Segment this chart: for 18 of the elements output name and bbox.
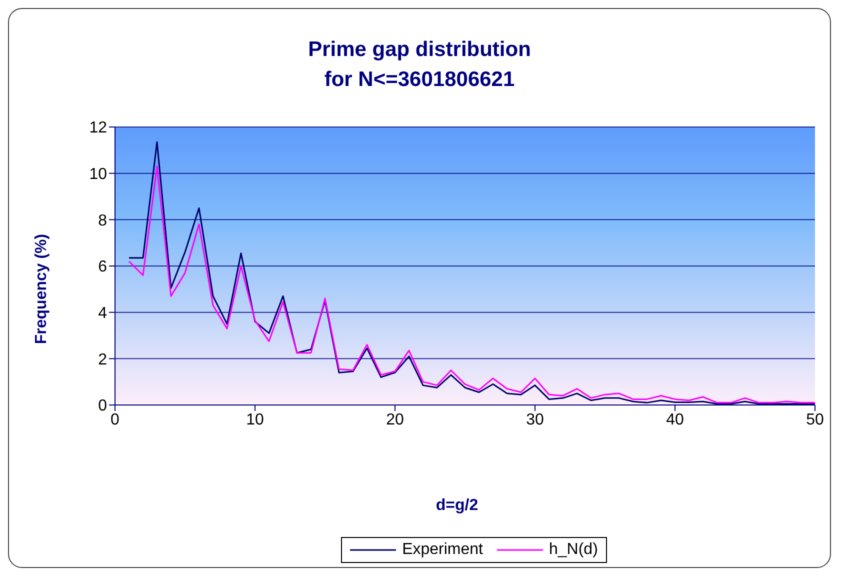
- x-tick-label: 30: [526, 411, 544, 428]
- legend-label: Experiment: [401, 541, 483, 559]
- y-tick-label: 10: [89, 166, 108, 184]
- y-tick-label: 0: [98, 398, 108, 415]
- x-tick-label: 0: [110, 411, 120, 428]
- y-axis-title: Frequency (%): [33, 234, 51, 344]
- y-tick-label: 6: [98, 258, 108, 276]
- x-tick-label: 40: [666, 411, 684, 428]
- y-tick-label: 8: [98, 212, 108, 230]
- x-tick-label: 10: [246, 411, 264, 428]
- y-tick-label: 12: [89, 120, 108, 137]
- y-tick-label: 4: [98, 305, 108, 322]
- legend-label: h_N(d): [548, 541, 598, 559]
- y-tick-label: 2: [98, 351, 108, 368]
- x-tick-label: 50: [806, 411, 824, 428]
- x-tick-label: 20: [386, 411, 404, 428]
- x-axis-title: d=g/2: [434, 497, 480, 515]
- chart-title: Prime gap distribution for N<=3601806621: [307, 37, 532, 93]
